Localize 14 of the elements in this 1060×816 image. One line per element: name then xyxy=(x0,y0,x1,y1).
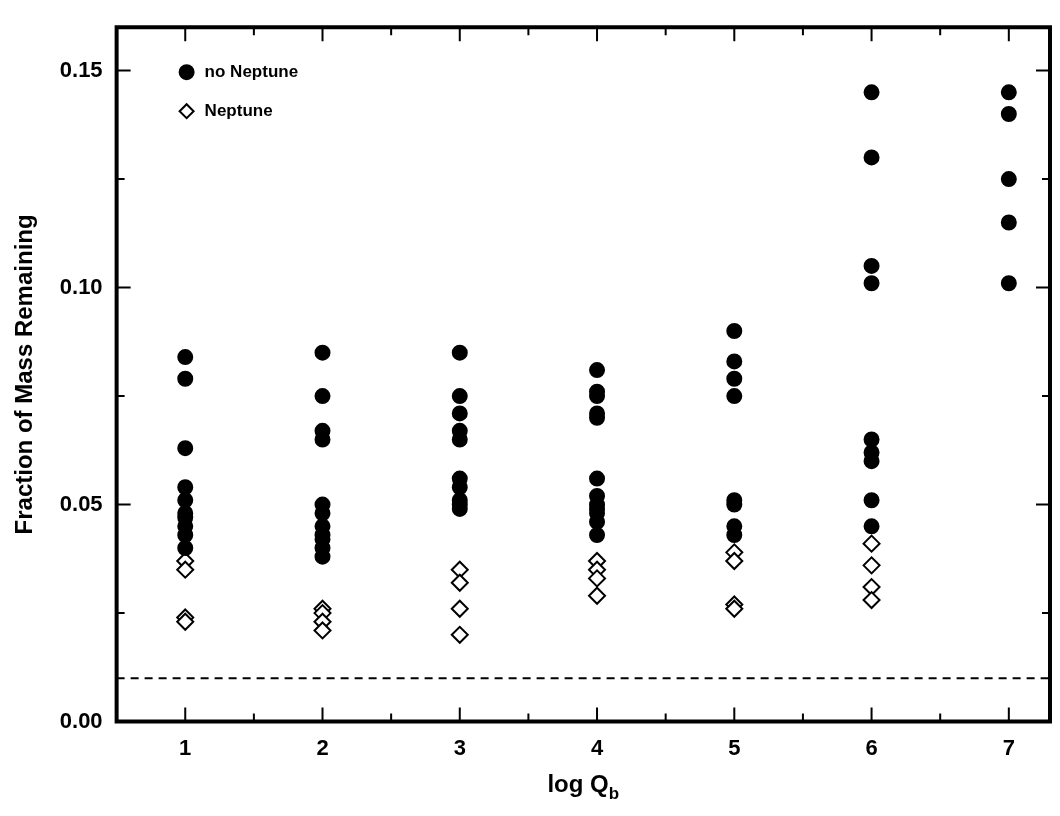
x-tick-label: 1 xyxy=(179,734,192,760)
x-tick-label: 7 xyxy=(1002,734,1015,760)
x-tick-label: 2 xyxy=(316,734,329,760)
legend-label: Neptune xyxy=(204,100,273,120)
y-tick-label: 0.10 xyxy=(59,273,103,299)
x-tick-label: 6 xyxy=(865,734,878,760)
x-tick-label: 3 xyxy=(453,734,466,760)
y-tick-label: 0.05 xyxy=(59,490,103,516)
x-tick-label: 4 xyxy=(590,734,604,760)
y-axis-title: Fraction of Mass Remaining xyxy=(10,214,38,535)
x-tick-label: 5 xyxy=(728,734,741,760)
y-tick-label: 0.15 xyxy=(59,56,103,82)
legend-label: no Neptune xyxy=(204,61,299,81)
y-tick-label: 0.00 xyxy=(59,707,103,733)
